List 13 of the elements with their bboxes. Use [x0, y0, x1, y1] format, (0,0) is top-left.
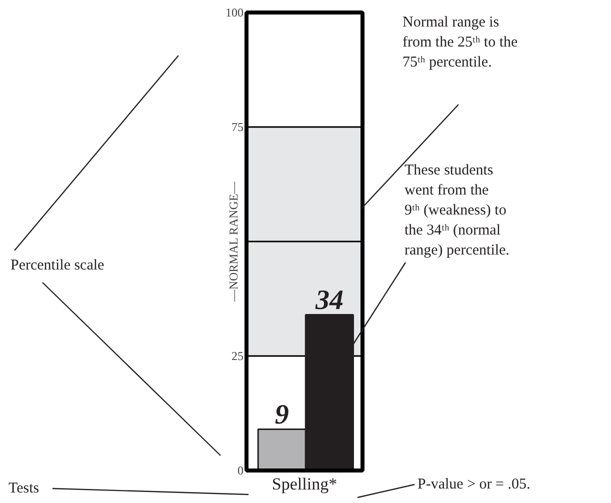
data-label: 34 [314, 284, 344, 316]
text: Normal range is from the 25ᵗʰ to the 75ᵗʰ percentile. [402, 14, 518, 70]
y-tick-label: 100 [226, 6, 244, 20]
text: Tests [8, 480, 40, 496]
y-tick-label: 0 [238, 464, 244, 478]
data-label: 9 [274, 399, 289, 430]
text: Percentile scale [10, 258, 105, 274]
x-tick-label: Spelling* [272, 474, 338, 494]
band-label: —NORMAL RANGE— [226, 180, 240, 303]
text: These students went from the 9ᵗʰ (weakness) to the 34ᵗʰ (normal range) percentile. [404, 162, 510, 258]
y-tick-label: 75 [232, 120, 244, 134]
y-tick-label: 25 [232, 349, 244, 363]
text: P-value > or = .05. [418, 476, 530, 492]
